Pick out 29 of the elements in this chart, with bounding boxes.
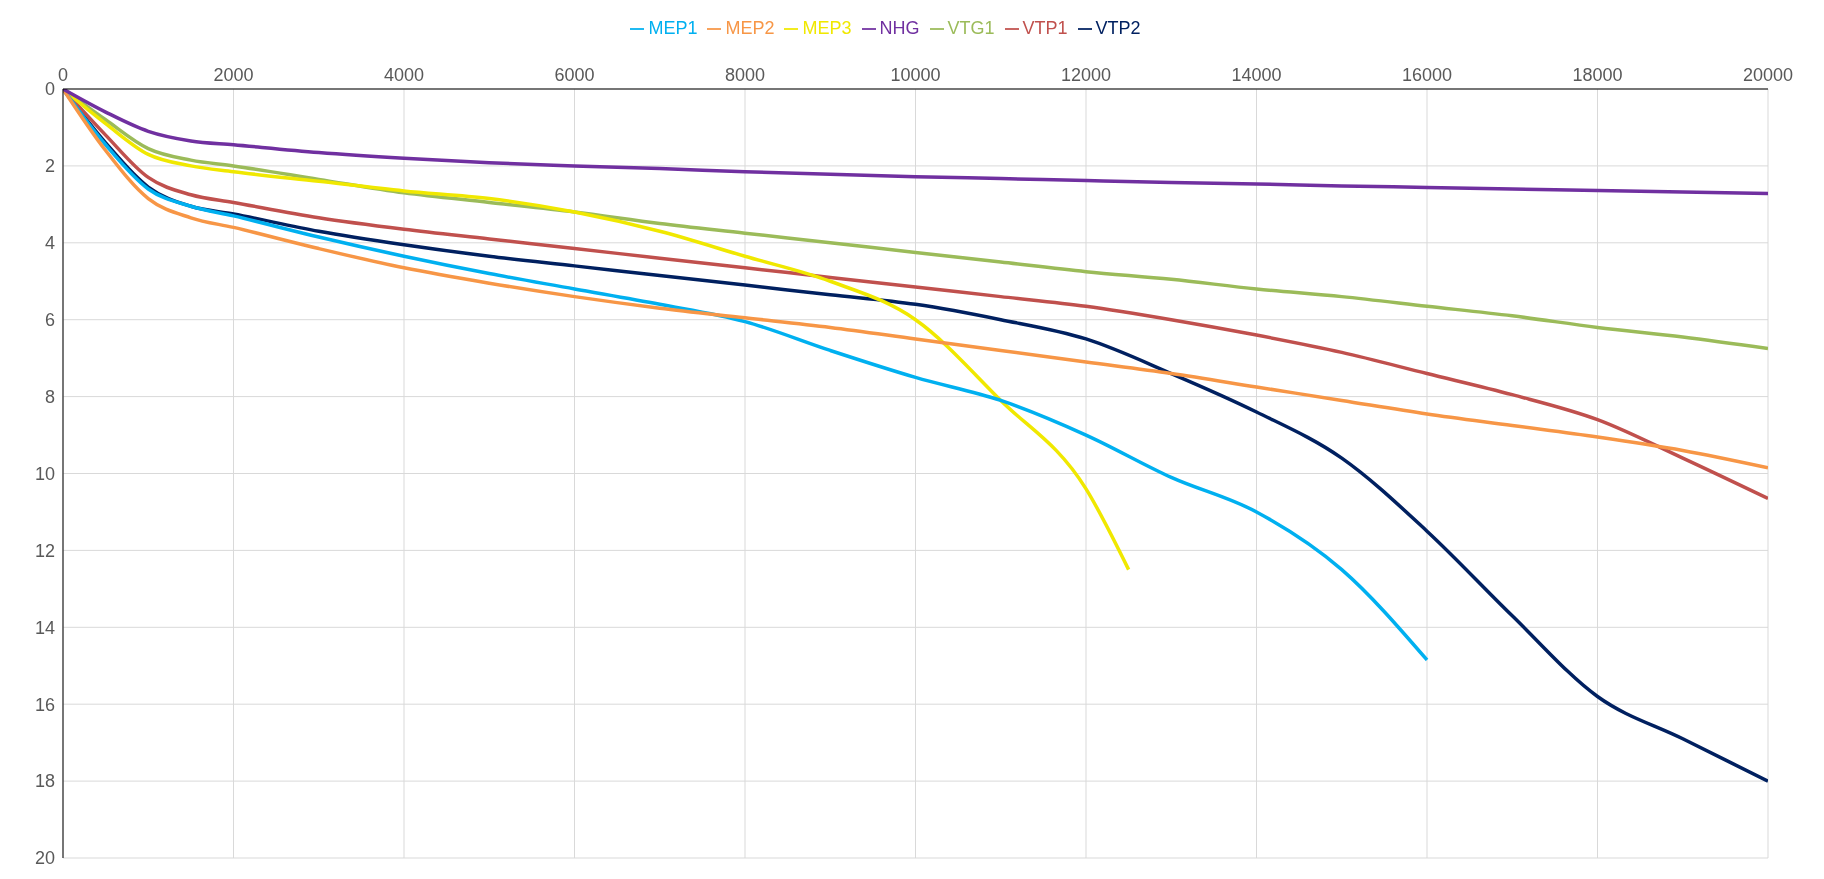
x-tick-label: 14000 [1231, 65, 1282, 85]
y-tick-label: 2 [44, 156, 55, 177]
x-tick-label: 6000 [554, 65, 595, 85]
x-tick-label: 20000 [1742, 65, 1794, 85]
y-tick-label: 14 [34, 617, 55, 638]
x-tick-label: 16000 [1401, 65, 1453, 85]
legend-label: MEP1 [648, 18, 698, 38]
x-tick-label: 4000 [383, 65, 425, 85]
x-tick-label: 18000 [1572, 65, 1623, 85]
legend-label: MEP3 [802, 18, 852, 38]
y-tick-label: 18 [34, 771, 55, 792]
x-tick-label: 10000 [890, 65, 941, 85]
x-tick-label: 8000 [724, 65, 766, 85]
x-tick-label: 12000 [1060, 65, 1112, 85]
y-tick-label: 10 [34, 463, 55, 484]
y-tick-label: 20 [34, 848, 55, 869]
y-tick-label: 16 [34, 694, 55, 715]
legend-label: VTG1 [947, 18, 995, 38]
y-tick-label: 0 [44, 79, 55, 100]
y-tick-label: 12 [34, 540, 55, 561]
y-tick-label: 8 [44, 386, 55, 407]
legend-label: MEP2 [725, 18, 775, 38]
y-tick-label: 6 [44, 310, 55, 331]
legend-label: VTP1 [1022, 18, 1068, 38]
y-tick-label: 4 [44, 233, 55, 254]
x-tick-label: 2000 [213, 65, 254, 85]
x-tick-label: 0 [57, 65, 69, 85]
legend-label: NHG [879, 18, 920, 38]
legend-label: VTP2 [1095, 18, 1141, 38]
